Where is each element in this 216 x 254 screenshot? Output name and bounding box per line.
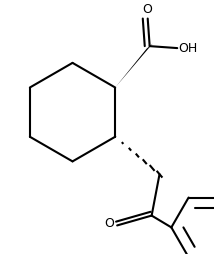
Text: O: O [104, 217, 114, 230]
Text: OH: OH [178, 42, 197, 55]
Polygon shape [115, 44, 153, 87]
Text: O: O [142, 3, 152, 15]
